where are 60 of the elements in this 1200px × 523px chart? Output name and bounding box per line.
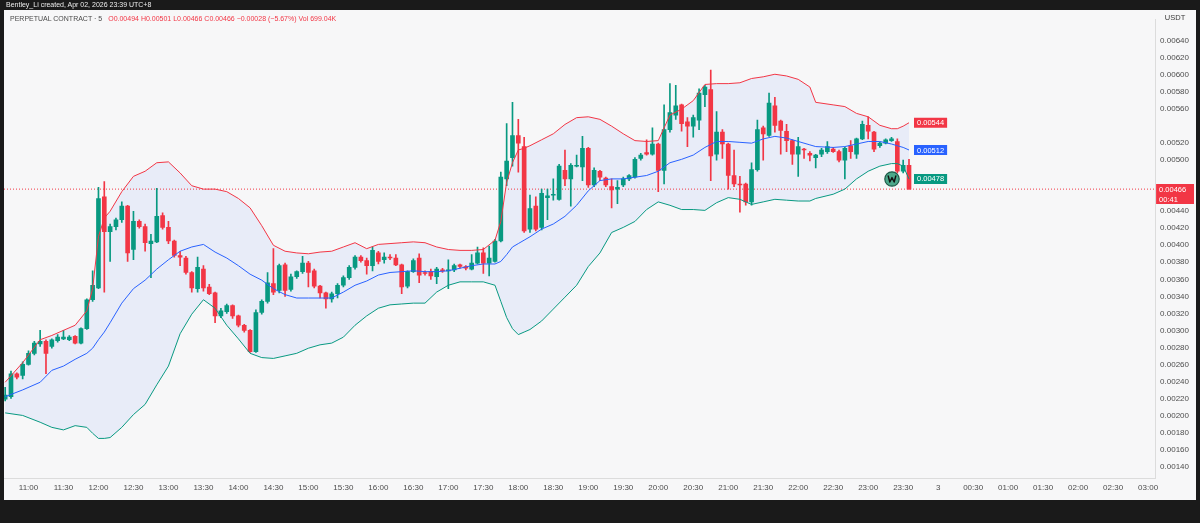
x-tick-label: 16:00	[368, 483, 389, 493]
y-tick-label: 0.00320	[1160, 308, 1190, 318]
x-tick-label: 17:00	[438, 483, 459, 493]
x-tick-label: 12:30	[123, 483, 145, 493]
y-tick-label: 0.00560	[1160, 104, 1190, 114]
y-tick-label: 0.00340	[1160, 291, 1190, 301]
x-tick-label: 01:30	[1033, 483, 1054, 493]
y-tick-label: 0.00640	[1160, 36, 1190, 46]
candlestick	[515, 119, 521, 173]
x-tick-label: 19:30	[613, 483, 634, 493]
x-tick-label: 19:00	[578, 483, 599, 493]
y-tick-label: 0.00500	[1160, 155, 1190, 165]
x-tick-label: 23:00	[858, 483, 879, 493]
x-tick-label: 00:30	[963, 483, 984, 493]
x-tick-label: 22:00	[788, 483, 809, 493]
x-tick-label: 14:00	[228, 483, 249, 493]
y-tick-label: 0.00280	[1160, 342, 1190, 352]
x-tick-label: 01:00	[998, 483, 1019, 493]
y-tick-label: 0.00200	[1160, 410, 1190, 420]
x-tick-label: 20:00	[648, 483, 669, 493]
x-tick-label: 12:00	[88, 483, 110, 493]
y-tick-label: 0.00400	[1160, 240, 1190, 250]
y-tick-label: 0.00420	[1160, 223, 1190, 233]
x-tick-label: 03:00	[1138, 483, 1159, 493]
x-tick-label: 18:00	[508, 483, 529, 493]
y-tick-label: 0.00220	[1160, 393, 1190, 403]
x-tick-label: 3	[935, 483, 941, 493]
x-tick-label: 21:30	[753, 483, 774, 493]
x-tick-label: 11:00	[18, 483, 39, 493]
x-tick-label: 13:30	[193, 483, 214, 493]
x-tick-label: 21:00	[718, 483, 739, 493]
candlestick	[795, 136, 801, 177]
x-tick-label: 15:30	[333, 483, 354, 493]
y-tick-label: 0.00240	[1160, 376, 1190, 386]
y-tick-label: 0.00520	[1160, 138, 1190, 148]
x-tick-label: 18:30	[543, 483, 564, 493]
y-tick-label: 0.00380	[1160, 257, 1190, 267]
y-tick-label: 0.00580	[1160, 87, 1190, 97]
x-tick-label: 15:00	[298, 483, 319, 493]
y-tick-label: 0.00140	[1160, 461, 1190, 471]
x-tick-label: 16:30	[403, 483, 424, 493]
x-tick-label: 17:30	[473, 483, 494, 493]
x-tick-label: 02:30	[1103, 483, 1124, 493]
y-tick-label: 0.00300	[1160, 325, 1190, 335]
x-tick-label: 14:30	[263, 483, 284, 493]
candlestick	[760, 125, 766, 161]
x-tick-label: 23:30	[893, 483, 914, 493]
y-tick-label: 0.00180	[1160, 427, 1190, 437]
y-tick-label: 0.00260	[1160, 359, 1190, 369]
y-tick-label: 0.00360	[1160, 274, 1190, 284]
y-tick-label: 0.00160	[1160, 444, 1190, 454]
candlestick	[813, 153, 819, 169]
x-tick-label: 11:30	[53, 483, 74, 493]
x-tick-label: 02:00	[1068, 483, 1089, 493]
x-tick-label: 13:00	[158, 483, 179, 493]
y-tick-label: 0.00440	[1160, 206, 1190, 216]
y-tick-label: 0.00600	[1160, 70, 1190, 80]
y-tick-label: 0.00620	[1160, 53, 1190, 63]
x-tick-label: 20:30	[683, 483, 704, 493]
x-tick-label: 22:30	[823, 483, 844, 493]
